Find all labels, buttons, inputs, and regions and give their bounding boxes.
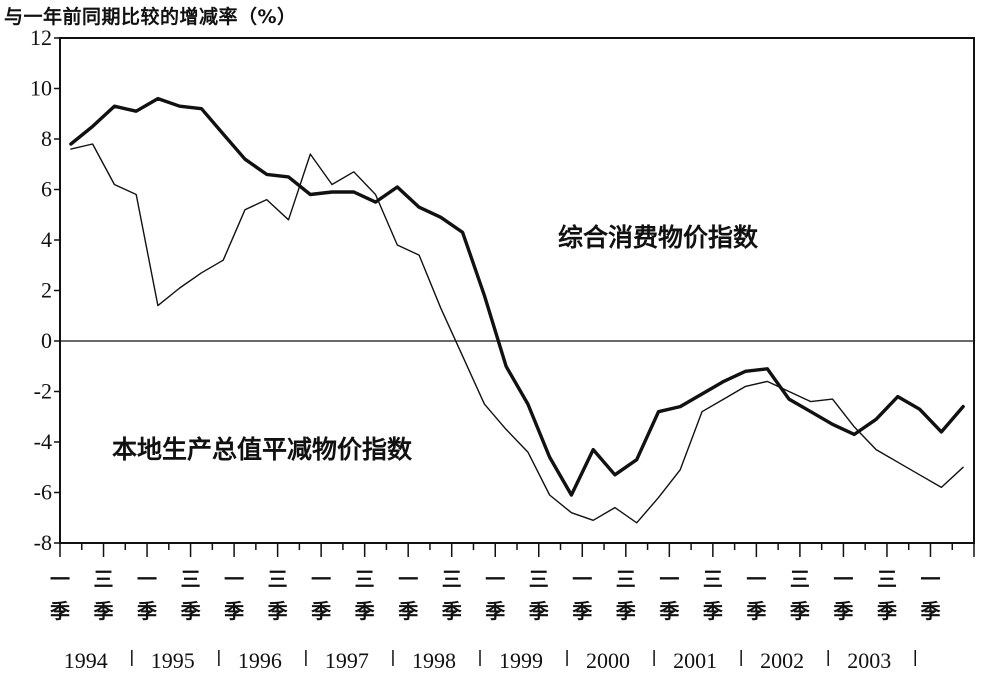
y-tick-label: 8 <box>41 126 52 151</box>
quarter-label-top: 一 <box>572 567 592 591</box>
quarter-label-top: 三 <box>355 567 375 591</box>
quarter-label-top: 一 <box>224 567 244 591</box>
year-label: 1995 <box>151 648 195 673</box>
quarter-label-bottom: 季 <box>789 599 810 623</box>
y-axis-ticks: -8 -6 -4 -2 0 2 4 6 8 10 12 <box>30 25 60 555</box>
y-tick-label: 2 <box>41 278 52 303</box>
quarter-label-bottom: 季 <box>49 599 70 623</box>
y-tick-label: 10 <box>30 76 52 101</box>
gdp-deflator-series-line <box>70 143 964 524</box>
quarter-label-top: 一 <box>311 567 331 591</box>
year-label: 1999 <box>499 648 543 673</box>
y-tick-label: -8 <box>34 530 52 555</box>
quarter-label-bottom: 季 <box>310 599 331 623</box>
y-axis-title: 与一年前同期比较的增减率（%） <box>4 6 297 28</box>
year-label: 1996 <box>238 648 282 673</box>
y-tick-label: -6 <box>34 480 52 505</box>
y-tick-label: -4 <box>34 429 52 454</box>
quarter-label-bottom: 季 <box>136 599 157 623</box>
cpi-series-line <box>69 96 965 497</box>
plot-frame <box>59 37 975 544</box>
y-tick-label: -2 <box>34 379 52 404</box>
quarter-label-bottom: 季 <box>528 599 549 623</box>
quarter-label-top: 一 <box>398 567 418 591</box>
quarter-label-bottom: 季 <box>223 599 244 623</box>
quarter-label-top: 一 <box>833 567 853 591</box>
quarter-label-top: 三 <box>877 567 897 591</box>
quarter-label-bottom: 季 <box>876 599 897 623</box>
year-label: 1997 <box>325 648 369 673</box>
year-label: 2000 <box>586 648 630 673</box>
y-tick-label: 0 <box>41 328 52 353</box>
x-axis-ticks: 一季三季一季三季一季三季一季三季一季三季一季三季一季三季一季三季一季三季一季三季… <box>49 543 975 673</box>
year-label: 2002 <box>760 648 804 673</box>
quarter-label-top: 三 <box>703 567 723 591</box>
quarter-label-bottom: 季 <box>441 599 462 623</box>
y-tick-label: 12 <box>30 25 52 50</box>
quarter-label-top: 一 <box>659 567 679 591</box>
quarter-label-top: 一 <box>746 567 766 591</box>
quarter-label-bottom: 季 <box>484 599 505 623</box>
quarter-label-top: 三 <box>616 567 636 591</box>
quarter-label-top: 一 <box>137 567 157 591</box>
data-lines <box>69 96 965 524</box>
quarter-label-bottom: 季 <box>267 599 288 623</box>
quarter-label-top: 三 <box>529 567 549 591</box>
year-label: 1994 <box>64 648 108 673</box>
y-tick-label: 4 <box>41 227 52 252</box>
quarter-label-top: 三 <box>442 567 462 591</box>
quarter-label-bottom: 季 <box>180 599 201 623</box>
quarter-label-top: 三 <box>790 567 810 591</box>
quarter-label-top: 三 <box>94 567 114 591</box>
quarter-label-top: 三 <box>181 567 201 591</box>
quarter-label-top: 一 <box>485 567 505 591</box>
quarter-label-bottom: 季 <box>919 599 940 623</box>
quarter-label-bottom: 季 <box>571 599 592 623</box>
quarter-label-top: 三 <box>268 567 288 591</box>
quarter-label-bottom: 季 <box>832 599 853 623</box>
y-tick-label: 6 <box>41 177 52 202</box>
quarter-label-top: 一 <box>920 567 940 591</box>
gdp-deflator-annotation: 本地生产总值平减物价指数 <box>112 435 413 464</box>
quarter-label-top: 一 <box>50 567 70 591</box>
year-label: 2001 <box>673 648 717 673</box>
quarter-label-bottom: 季 <box>615 599 636 623</box>
quarter-label-bottom: 季 <box>354 599 375 623</box>
quarter-label-bottom: 季 <box>397 599 418 623</box>
quarter-label-bottom: 季 <box>658 599 679 623</box>
year-label: 1998 <box>412 648 456 673</box>
quarter-label-bottom: 季 <box>745 599 766 623</box>
quarter-label-bottom: 季 <box>93 599 114 623</box>
year-label: 2003 <box>847 648 891 673</box>
chart-axes <box>59 37 975 544</box>
quarter-label-bottom: 季 <box>702 599 723 623</box>
cpi-annotation: 综合消费物价指数 <box>558 223 759 252</box>
